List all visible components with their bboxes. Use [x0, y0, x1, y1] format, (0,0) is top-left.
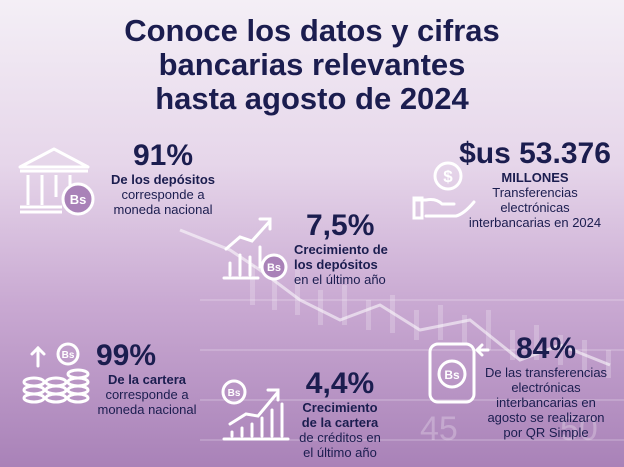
- stat-text: el último año: [303, 445, 377, 460]
- title-line: hasta agosto de 2024: [155, 81, 469, 116]
- stat-text: electrónicas: [500, 200, 570, 215]
- stat-bold-label: De los depósitos: [110, 172, 216, 187]
- stat-value: 99%: [96, 339, 157, 372]
- stat-bold-label: Crecimiento: [302, 400, 378, 415]
- stat-text: De las transferencias: [484, 365, 608, 380]
- hand-holding-dollar-icon: $: [412, 161, 476, 220]
- title-line: Conoce los datos y cifras: [124, 13, 500, 48]
- stat-text: Transferencias: [492, 185, 578, 200]
- stat-text: corresponde a: [105, 387, 189, 402]
- stat-bold-label: Crecimiento de: [294, 242, 388, 257]
- stat-text: interbancarias en 2024: [468, 215, 602, 230]
- stat-text: interbancarias en: [496, 395, 596, 410]
- stat-text: agosto se realizaron: [487, 410, 605, 425]
- page-title: Conoce los datos y cifras bancarias rele…: [0, 14, 624, 116]
- stat-transfers-total: $us 53.376 MILLONES Transferencias elect…: [455, 137, 615, 231]
- growth-chart-icon: Bs: [222, 217, 288, 281]
- mobile-payment-icon: Bs: [428, 342, 490, 404]
- stat-value: 7,5%: [306, 209, 375, 242]
- coins-stack-icon: Bs: [22, 342, 90, 404]
- currency-badge-label: Bs: [70, 192, 87, 207]
- stat-deposits-growth: 7,5% Crecimiento de los depósitos en el …: [294, 209, 414, 288]
- stat-text: moneda nacional: [97, 402, 197, 417]
- stat-value: 91%: [132, 139, 194, 172]
- stat-text: moneda nacional: [113, 202, 213, 217]
- stat-bold-label: de la cartera: [301, 415, 379, 430]
- stat-loans-currency: 99% De la cartera corresponde a moneda n…: [92, 339, 202, 418]
- title-line: bancarias relevantes: [158, 47, 466, 82]
- watermark-number: 45: [420, 410, 458, 448]
- stat-text: electrónicas: [511, 380, 581, 395]
- stat-text: corresponde a: [121, 187, 205, 202]
- stat-text: en el último año: [294, 272, 386, 287]
- bank-building-icon: Bs: [18, 147, 95, 216]
- stat-value: $us 53.376: [459, 137, 611, 170]
- stat-value: 4,4%: [305, 367, 375, 400]
- stat-text: por QR Simple: [503, 425, 589, 440]
- stat-loans-growth: 4,4% Crecimiento de la cartera de crédit…: [290, 367, 390, 461]
- stat-text: de créditos en: [299, 430, 381, 445]
- stat-value: 84%: [515, 332, 577, 365]
- stat-deposits-currency: 91% De los depósitos corresponde a moned…: [98, 139, 228, 218]
- loans-growth-chart-icon: Bs: [221, 379, 290, 441]
- currency-badge-label: Bs: [62, 350, 75, 361]
- currency-badge-label: Bs: [228, 388, 241, 399]
- currency-badge-label: Bs: [267, 262, 281, 274]
- watermark-number: 50: [560, 410, 598, 448]
- dollar-sign: $: [443, 167, 453, 186]
- stat-unit: MILLONES: [501, 170, 569, 185]
- stat-bold-label: De la cartera: [107, 372, 187, 387]
- stat-qr-transfers: 84% De las transferencias electrónicas i…: [474, 332, 618, 441]
- currency-badge-label: Bs: [444, 368, 460, 382]
- stat-bold-label: los depósitos: [294, 257, 378, 272]
